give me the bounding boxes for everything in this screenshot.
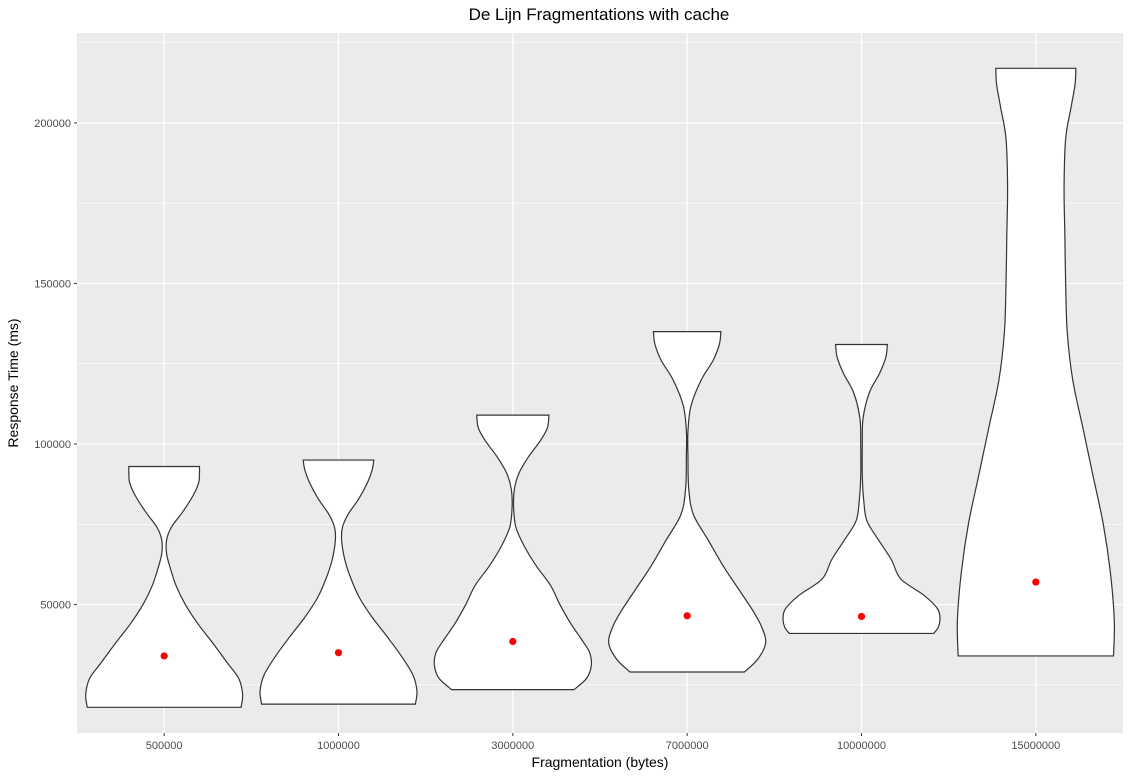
chart-title: De Lijn Fragmentations with cache — [469, 5, 730, 24]
x-tick-label: 7000000 — [666, 740, 709, 752]
y-tick-label: 100000 — [34, 439, 71, 451]
y-tick-label: 50000 — [40, 600, 71, 612]
mean-markers — [160, 578, 1040, 660]
mean-point-15000000 — [1032, 578, 1040, 586]
violin-15000000 — [956, 67, 1116, 657]
x-axis: 500000 1000000 3000000 7000000 10000000 15000… — [146, 733, 1060, 752]
violins — [85, 67, 1116, 708]
x-tick-label: 1000000 — [317, 740, 360, 752]
violin-1000000 — [259, 459, 418, 705]
x-tick-label: 500000 — [146, 740, 183, 752]
violin-7000000 — [608, 331, 767, 673]
x-tick-label: 15000000 — [1011, 740, 1060, 752]
mean-point-7000000 — [683, 612, 691, 620]
y-axis: 50000 100000 150000 200000 — [34, 118, 77, 612]
mean-point-10000000 — [857, 612, 866, 621]
grid-minor — [77, 42, 1123, 686]
violin-500000 — [85, 465, 244, 708]
violin-10000000 — [782, 343, 941, 635]
x-axis-title: Fragmentation (bytes) — [532, 754, 669, 770]
y-tick-label: 200000 — [34, 118, 71, 130]
violin-3000000 — [433, 414, 593, 691]
mean-point-1000000 — [334, 649, 343, 657]
y-tick-label: 150000 — [34, 278, 71, 290]
plot-panel — [77, 33, 1123, 733]
x-tick-label: 10000000 — [837, 740, 886, 752]
mean-point-3000000 — [509, 637, 517, 646]
x-tick-label: 3000000 — [491, 740, 534, 752]
mean-point-500000 — [160, 652, 168, 660]
y-axis-title: Response Time (ms) — [5, 318, 21, 447]
